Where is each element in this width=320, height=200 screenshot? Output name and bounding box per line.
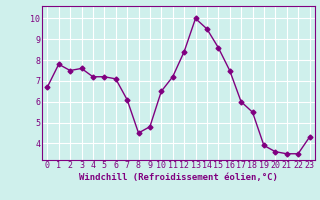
X-axis label: Windchill (Refroidissement éolien,°C): Windchill (Refroidissement éolien,°C) <box>79 173 278 182</box>
